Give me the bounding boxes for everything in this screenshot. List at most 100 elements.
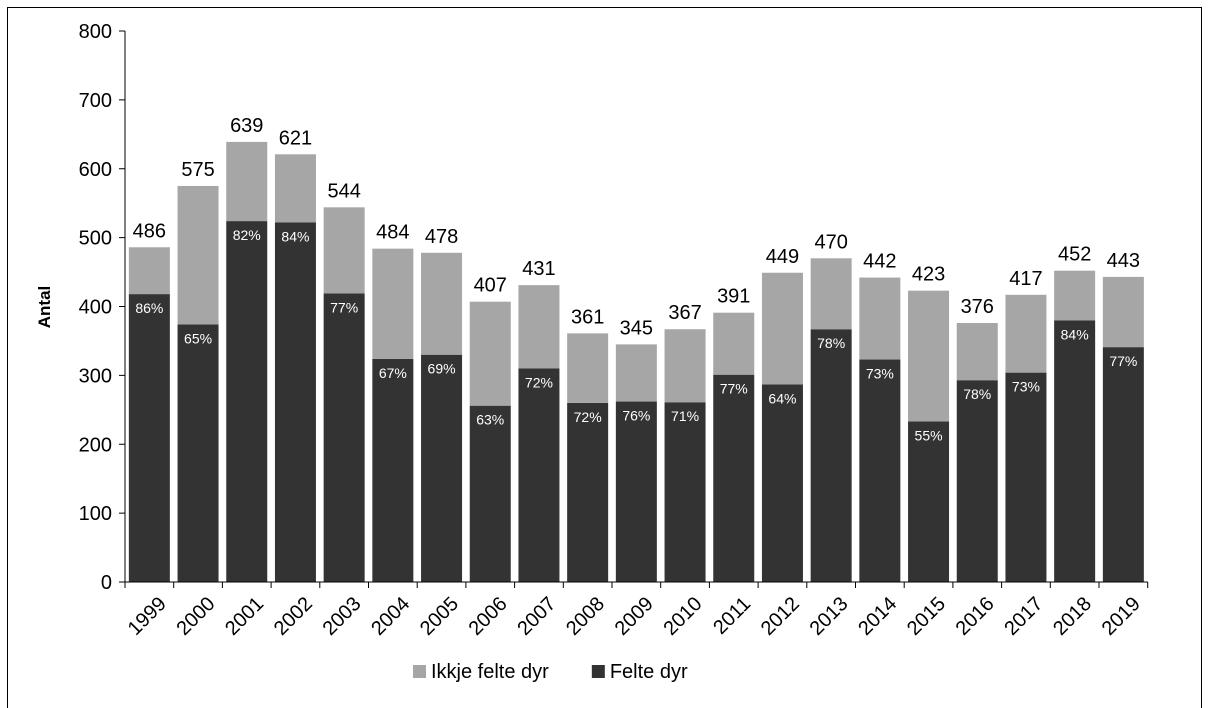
bar-ikkje-felte-dyr [615,344,657,402]
bar-ikkje-felte-dyr [274,154,316,223]
y-tick-label: 300 [79,365,112,387]
bar-ikkje-felte-dyr [713,312,755,375]
bar-ikkje-felte-dyr [177,185,219,325]
y-tick-label: 200 [79,434,112,456]
bar-total-label: 449 [766,246,799,268]
bar-felte-dyr [421,354,463,582]
bar-felte-dyr [128,294,170,582]
y-tick-label: 100 [79,503,112,525]
bar-percent-label: 76% [622,408,650,424]
bar-felte-dyr [567,402,609,582]
bar-percent-label: 86% [135,300,163,316]
legend-label: Felte dyr [610,661,688,683]
bar-felte-dyr [1102,347,1144,582]
x-tick-label: 2005 [416,593,463,640]
bar-percent-label: 77% [330,299,358,315]
bars: 86% 486 65% 575 82% 639 84% 621 77% 544 67% 484 69% 4… [128,115,1144,582]
bar-felte-dyr [761,384,803,582]
bar-ikkje-felte-dyr [1005,294,1047,373]
x-axis: 1999 2000 2001 2002 2003 2004 2005 2006 2007 2008… [124,581,1149,640]
legend-label: Ikkje felte dyr [431,661,549,683]
bar-felte-dyr [908,421,950,582]
bar-felte-dyr [713,374,755,582]
bar-percent-label: 78% [817,335,845,351]
bar-total-label: 621 [279,127,312,149]
bar-felte-dyr [469,405,511,582]
y-tick-label: 600 [79,159,112,181]
x-tick-label: 2007 [513,593,560,640]
x-tick-label: 2011 [709,593,755,639]
bar-ikkje-felte-dyr [421,252,463,355]
x-tick-label: 2003 [319,593,366,640]
bar-total-label: 376 [961,296,994,318]
y-tick-label: 500 [79,228,112,250]
x-tick-label: 2014 [854,593,901,640]
bar-ikkje-felte-dyr [567,333,609,403]
y-tick-label: 0 [101,572,112,594]
bar-felte-dyr [518,368,560,582]
bar-felte-dyr [323,293,365,582]
bar-felte-dyr [664,402,706,582]
bar-total-label: 417 [1009,268,1042,290]
bar-total-label: 443 [1107,250,1140,272]
bar-ikkje-felte-dyr [372,248,414,359]
bar-ikkje-felte-dyr [859,277,901,360]
bar-percent-label: 73% [866,366,894,382]
x-tick-label: 2010 [659,593,706,640]
x-tick-label: 2016 [952,593,999,640]
bar-ikkje-felte-dyr [1054,270,1096,321]
bar-ikkje-felte-dyr [128,247,170,295]
bar-total-label: 484 [376,222,409,244]
bar-ikkje-felte-dyr [226,141,268,222]
bar-felte-dyr [1005,372,1047,582]
bar-ikkje-felte-dyr [518,285,560,369]
bar-total-label: 486 [133,220,166,242]
bar-percent-label: 72% [574,409,602,425]
bar-ikkje-felte-dyr [1102,276,1144,348]
bar-ikkje-felte-dyr [469,301,511,406]
bar-ikkje-felte-dyr [810,258,852,330]
x-tick-label: 2002 [270,593,317,640]
bar-total-label: 361 [571,306,604,328]
bar-ikkje-felte-dyr [664,329,706,403]
bar-percent-label: 78% [963,386,991,402]
bar-total-label: 345 [620,317,653,339]
y-tick-label: 400 [79,297,112,319]
bar-felte-dyr [372,358,414,582]
x-tick-label: 2019 [1098,593,1145,640]
bar-percent-label: 67% [379,365,407,381]
x-tick-label: 2008 [562,593,609,640]
bar-total-label: 544 [327,180,360,202]
bar-percent-label: 72% [525,374,553,390]
x-tick-label: 2004 [367,593,414,640]
bar-felte-dyr [859,359,901,582]
bar-total-label: 442 [863,251,896,273]
bar-percent-label: 73% [1012,379,1040,395]
bar-percent-label: 64% [768,390,796,406]
y-tick-label: 700 [79,90,112,112]
legend: Ikkje felte dyr Felte dyr [413,661,688,683]
bar-percent-label: 82% [233,227,261,243]
bar-percent-label: 69% [428,361,456,377]
bar-ikkje-felte-dyr [908,290,950,422]
bar-felte-dyr [274,222,316,582]
bar-felte-dyr [177,324,219,582]
x-tick-label: 1999 [124,593,171,640]
bar-percent-label: 84% [1061,326,1089,342]
y-axis: 0 100 200 300 400 500 600 700 800 [79,21,126,594]
bar-total-label: 639 [230,115,263,137]
bar-percent-label: 71% [671,408,699,424]
x-tick-label: 2000 [172,593,219,640]
x-tick-label: 2009 [611,593,658,640]
bar-total-label: 431 [522,258,555,280]
bar-percent-label: 77% [720,381,748,397]
bar-ikkje-felte-dyr [323,207,365,294]
y-axis-title: Antal [35,286,54,329]
bar-total-label: 452 [1058,244,1091,266]
bar-total-label: 478 [425,226,458,248]
bar-total-label: 575 [181,159,214,181]
x-tick-label: 2015 [903,593,950,640]
bar-percent-label: 55% [915,428,943,444]
bar-percent-label: 63% [476,412,504,428]
